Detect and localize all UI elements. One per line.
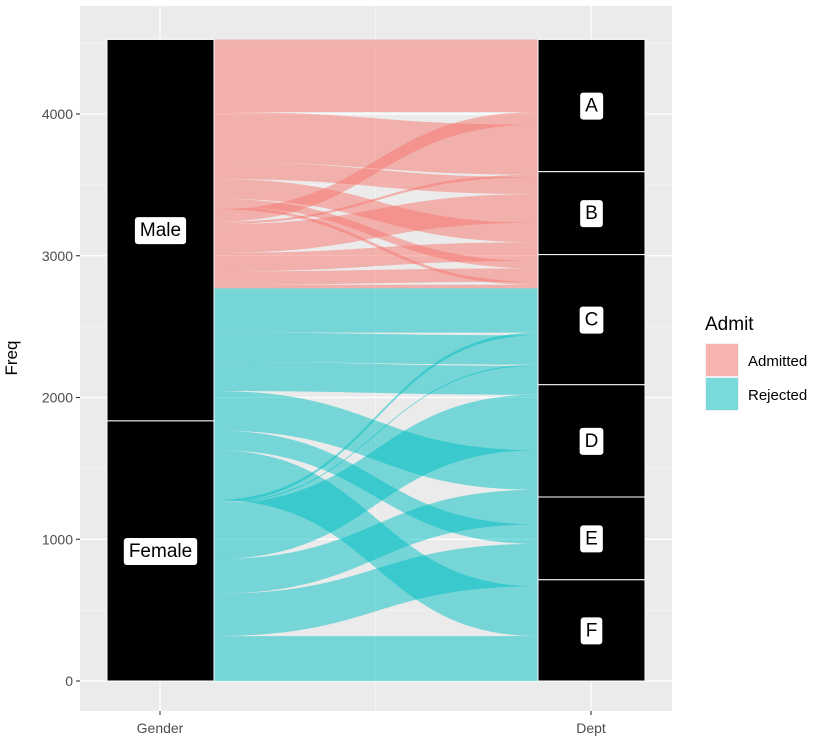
- stratum-label-text: Female: [129, 541, 192, 562]
- stratum-label-text: E: [585, 528, 598, 549]
- stratum-label-text: C: [585, 310, 599, 331]
- flow-female-e-rejected: [214, 543, 538, 637]
- stratum-label-male: Male: [134, 217, 187, 245]
- flow-male-b-rejected: [214, 332, 538, 365]
- legend-key-rejected: [706, 378, 738, 410]
- stratum-label-text: A: [585, 96, 598, 117]
- stratum-label-text: F: [586, 620, 598, 641]
- legend-label-admitted: Admitted: [748, 353, 807, 370]
- stratum-label-box: [580, 200, 603, 228]
- flow-male-a-admitted: [214, 39, 538, 113]
- strata: Male Female A B C D E F: [106, 38, 646, 682]
- flow-male-a-rejected: [214, 288, 538, 333]
- stratum-label-box: [580, 525, 603, 553]
- flow-male-d-rejected: [214, 390, 538, 490]
- x-axis: Gender Dept: [137, 711, 606, 736]
- stratum-label-box: [579, 427, 604, 455]
- flow-female-d-rejected: [214, 489, 538, 594]
- y-axis-title: Freq: [2, 341, 21, 376]
- legend-title: Admit: [705, 314, 754, 335]
- flow-female-c-rejected: [214, 394, 538, 560]
- flow-male-f-admitted: [214, 206, 538, 285]
- stratum-label-a: A: [580, 92, 604, 120]
- flow-female-e-admitted: [214, 268, 538, 285]
- stratum-label-d: D: [579, 427, 604, 455]
- stratum-label-box: [580, 617, 603, 645]
- stratum-label-female: Female: [123, 537, 198, 565]
- flow-female-b-rejected: [214, 364, 538, 504]
- flow-female-a-admitted: [214, 112, 538, 222]
- stratum-label-box: [580, 92, 604, 120]
- flows: [214, 39, 538, 681]
- flow-female-f-admitted: [214, 284, 538, 289]
- y-tick-label: 3000: [42, 248, 73, 264]
- stratum-label-text: D: [585, 431, 599, 452]
- legend-key-admitted: [706, 344, 738, 376]
- x-tick-label-gender: Gender: [137, 720, 184, 736]
- stratum-label-box: [134, 217, 187, 245]
- x-tick-label-dept: Dept: [576, 720, 606, 736]
- y-tick-label: 0: [65, 673, 73, 689]
- stratum-label-box: [123, 537, 198, 565]
- stratum-label-box: [579, 306, 604, 334]
- y-axis: 0 1000 2000 3000 4000: [42, 106, 80, 689]
- stratum-label-b: B: [580, 200, 603, 228]
- legend: Admit Admitted Rejected: [705, 314, 807, 411]
- y-tick-label: 1000: [42, 531, 73, 547]
- flow-female-f-rejected: [214, 636, 538, 681]
- y-tick-label: 2000: [42, 390, 73, 406]
- y-tick-label: 4000: [42, 106, 73, 122]
- flow-female-d-admitted: [214, 242, 538, 272]
- flow-female-c-admitted: [214, 194, 538, 253]
- stratum-label-f: F: [580, 617, 603, 645]
- stratum-label-c: C: [579, 306, 604, 334]
- stratum-label-text: Male: [140, 220, 181, 241]
- legend-label-rejected: Rejected: [748, 387, 807, 404]
- stratum-label-text: B: [585, 203, 598, 224]
- flow-female-a-rejected: [214, 332, 538, 503]
- flow-male-c-rejected: [214, 361, 538, 395]
- flow-female-b-admitted: [214, 174, 538, 225]
- flow-male-c-admitted: [214, 162, 538, 195]
- stratum-label-e: E: [580, 525, 603, 553]
